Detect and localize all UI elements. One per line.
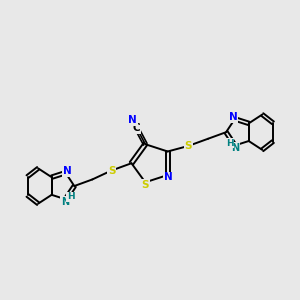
- Text: C: C: [133, 123, 140, 133]
- Text: S: S: [184, 141, 192, 151]
- Text: N: N: [229, 112, 238, 122]
- Text: N: N: [63, 166, 72, 176]
- Text: N: N: [128, 115, 137, 125]
- Text: N: N: [231, 143, 239, 153]
- Text: N: N: [61, 196, 69, 207]
- Text: H: H: [67, 192, 75, 201]
- Text: S: S: [108, 166, 115, 176]
- Text: N: N: [164, 172, 172, 182]
- Text: H: H: [226, 139, 233, 148]
- Text: S: S: [141, 180, 149, 190]
